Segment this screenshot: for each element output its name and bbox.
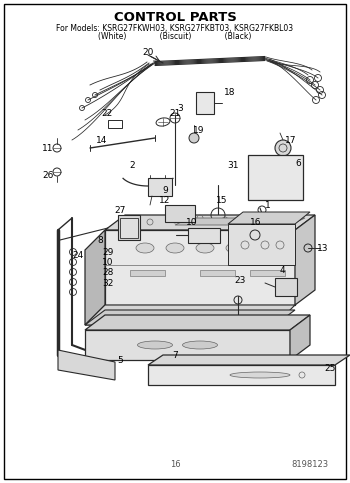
Text: 9: 9: [162, 185, 168, 195]
Text: 10: 10: [102, 257, 114, 267]
Text: 20: 20: [142, 47, 154, 57]
Text: 5: 5: [117, 355, 123, 365]
Polygon shape: [228, 212, 310, 224]
Polygon shape: [228, 224, 295, 265]
Ellipse shape: [136, 243, 154, 253]
Text: 12: 12: [159, 196, 171, 204]
Text: 24: 24: [72, 251, 84, 259]
Text: 2: 2: [129, 160, 135, 170]
Text: (White)              (Biscuit)              (Black): (White) (Biscuit) (Black): [98, 31, 252, 41]
Circle shape: [275, 140, 291, 156]
Polygon shape: [105, 230, 295, 305]
Text: 4: 4: [279, 266, 285, 274]
Text: 10: 10: [186, 217, 198, 227]
Text: 29: 29: [102, 247, 114, 256]
Text: 18: 18: [224, 87, 236, 97]
Text: 11: 11: [42, 143, 54, 153]
Ellipse shape: [230, 372, 290, 378]
Text: 8198123: 8198123: [292, 459, 329, 469]
Text: CONTROL PARTS: CONTROL PARTS: [113, 11, 237, 24]
Bar: [188, 228, 220, 243]
Text: 25: 25: [324, 364, 336, 372]
Text: 31: 31: [227, 160, 239, 170]
Polygon shape: [290, 315, 310, 360]
Text: 26: 26: [42, 170, 54, 180]
Ellipse shape: [226, 243, 244, 253]
Text: 14: 14: [96, 136, 108, 144]
Text: 32: 32: [102, 279, 114, 287]
Text: 1: 1: [265, 200, 271, 210]
Text: 22: 22: [102, 109, 113, 117]
Bar: [275, 278, 297, 296]
Text: 7: 7: [172, 351, 178, 359]
Ellipse shape: [196, 243, 214, 253]
Text: 3: 3: [177, 103, 183, 113]
Bar: [120, 218, 138, 238]
Polygon shape: [148, 365, 335, 385]
Bar: [148, 178, 172, 196]
Polygon shape: [85, 230, 105, 325]
Polygon shape: [118, 215, 140, 240]
Polygon shape: [295, 215, 315, 305]
Text: 19: 19: [193, 126, 205, 134]
Bar: [248, 155, 303, 200]
Polygon shape: [85, 315, 310, 330]
Polygon shape: [165, 205, 195, 222]
Text: For Models: KSRG27FKWH03, KSRG27FKBT03, KSRG27FKBL03: For Models: KSRG27FKWH03, KSRG27FKBT03, …: [56, 24, 294, 32]
Ellipse shape: [182, 341, 217, 349]
Bar: [108, 120, 122, 128]
Text: 23: 23: [234, 275, 246, 284]
Bar: [200, 270, 235, 276]
Polygon shape: [175, 218, 305, 225]
Bar: [130, 270, 165, 276]
Text: 6: 6: [295, 158, 301, 168]
Bar: [196, 92, 214, 114]
Text: 16: 16: [170, 459, 180, 469]
Ellipse shape: [256, 243, 274, 253]
Polygon shape: [85, 305, 295, 325]
Ellipse shape: [166, 243, 184, 253]
Text: 28: 28: [102, 268, 114, 276]
Polygon shape: [85, 330, 290, 360]
Circle shape: [189, 133, 199, 143]
Text: 16: 16: [250, 217, 262, 227]
Text: 8: 8: [97, 236, 103, 244]
Text: 17: 17: [285, 136, 297, 144]
Polygon shape: [58, 350, 115, 380]
Bar: [250, 270, 285, 276]
Text: 27: 27: [114, 205, 126, 214]
Polygon shape: [148, 355, 350, 365]
Text: 15: 15: [216, 196, 228, 204]
Text: 21: 21: [169, 109, 181, 117]
Polygon shape: [85, 310, 295, 325]
Text: 13: 13: [317, 243, 329, 253]
Ellipse shape: [138, 341, 173, 349]
Polygon shape: [105, 215, 315, 230]
